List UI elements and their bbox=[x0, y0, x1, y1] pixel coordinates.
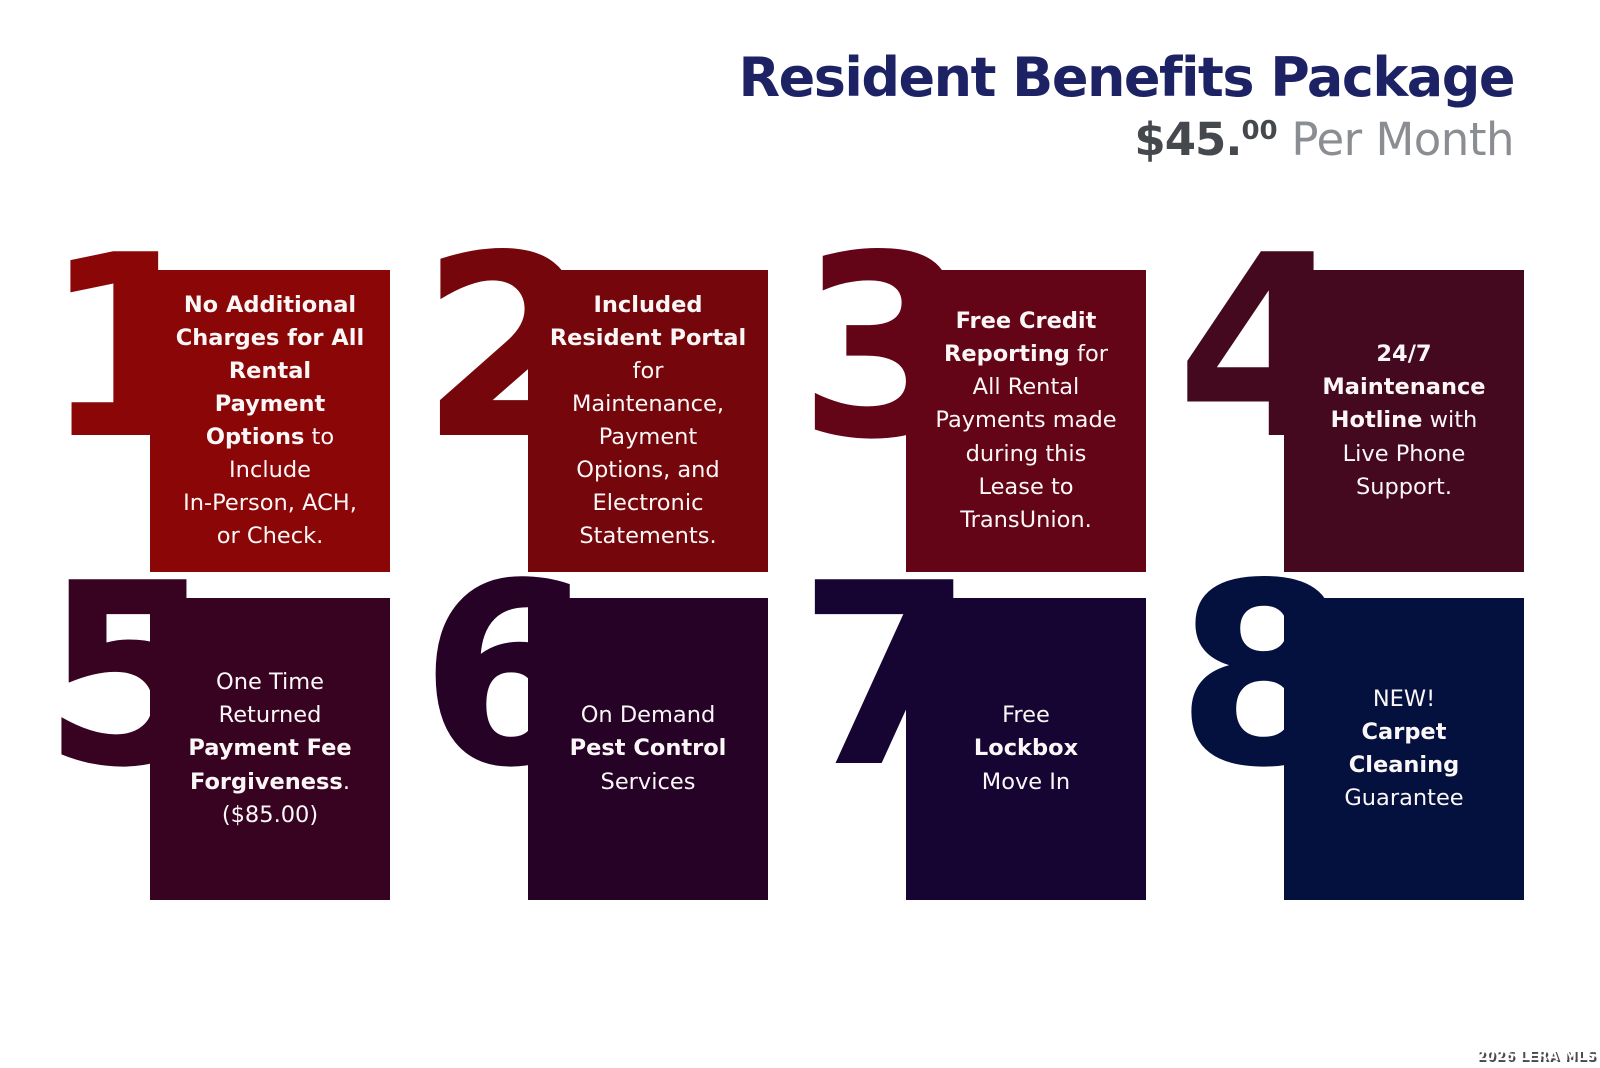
card-box: Free Credit Reporting for All Rental Paymen… bbox=[906, 270, 1146, 572]
card-text-regular: Services bbox=[600, 768, 696, 795]
benefit-card-3: 3 Free Credit Reporting for All Rental Payme… bbox=[798, 223, 1182, 598]
card-text-bold: No Additional bbox=[183, 291, 357, 318]
benefit-card-4: 4 24/7 Maintenance Hotline with Live Phone Su… bbox=[1176, 223, 1560, 598]
card-text-regular: ($85.00) bbox=[221, 801, 319, 828]
card-text-regular: Guarantee bbox=[1344, 785, 1464, 812]
benefit-card-8: 8 NEW! Carpet Cleaning Guarantee bbox=[1176, 551, 1560, 926]
card-box: Included Resident Portal for Maintenance, Pa… bbox=[528, 270, 768, 572]
card-text-bold: Charges for All bbox=[175, 324, 365, 351]
card-text-regular: Move In bbox=[981, 768, 1071, 795]
card-box: 24/7 Maintenance Hotline with Live Phone Sup… bbox=[1284, 270, 1524, 572]
card-text-bold: Free Credit bbox=[955, 308, 1097, 335]
price-line: $45.00 Per Month bbox=[738, 112, 1514, 166]
watermark: 2026 LERA MLS bbox=[1476, 1049, 1596, 1064]
card-text-bold: Maintenance bbox=[1322, 374, 1486, 401]
page-title: Resident Benefits Package bbox=[738, 46, 1515, 109]
card-text-bold: Payment bbox=[214, 390, 326, 417]
benefit-card-7: 7 Free Lockbox Move In bbox=[798, 551, 1182, 926]
card-text-regular: . bbox=[342, 768, 350, 795]
benefit-card-6: 6 On Demand Pest Control Services bbox=[420, 551, 804, 926]
card-text-regular: Options, and bbox=[576, 457, 720, 484]
card-text-regular: Payments made bbox=[935, 407, 1117, 434]
benefit-card-2: 2 Included Resident Portal for Maintenance, P… bbox=[420, 223, 804, 598]
card-text: On Demand Pest Control Services bbox=[528, 699, 768, 798]
card-text-regular: Returned bbox=[218, 702, 322, 729]
header: Resident Benefits Package $45.00 Per Mon… bbox=[738, 46, 1515, 166]
card-text-bold: Resident Portal bbox=[549, 324, 747, 351]
benefit-card-1: 1 No Additional Charges for All Rental Payme… bbox=[42, 223, 426, 598]
price-suffix: Per Month bbox=[1277, 112, 1514, 166]
card-box: No Additional Charges for All Rental Paymen… bbox=[150, 270, 390, 572]
card-text: Included Resident Portal for Maintenance, Pa… bbox=[528, 289, 768, 554]
card-text-bold: Carpet bbox=[1361, 718, 1447, 745]
card-box: NEW! Carpet Cleaning Guarantee bbox=[1284, 598, 1524, 900]
card-text-regular: Support. bbox=[1355, 473, 1453, 500]
card-text: Free Lockbox Move In bbox=[906, 699, 1146, 798]
card-text-bold: Forgiveness bbox=[190, 768, 343, 795]
card-text: No Additional Charges for All Rental Paymen… bbox=[150, 289, 390, 554]
card-text-regular: All Rental bbox=[972, 374, 1080, 401]
card-box: On Demand Pest Control Services bbox=[528, 598, 768, 900]
card-text-bold: Hotline bbox=[1330, 407, 1423, 434]
card-text-regular: Statements. bbox=[579, 523, 717, 550]
card-text-regular: to bbox=[304, 424, 335, 450]
card-box: Free Lockbox Move In bbox=[906, 598, 1146, 900]
card-text-bold: Options bbox=[205, 424, 305, 450]
card-text-bold: Included bbox=[593, 291, 703, 318]
card-text-bold: Reporting bbox=[944, 341, 1070, 368]
card-text-regular: NEW! bbox=[1372, 685, 1436, 712]
card-text-bold: 24/7 bbox=[1376, 341, 1432, 368]
card-text-regular: Lease to bbox=[978, 473, 1074, 500]
card-text-regular: In-Person, ACH, bbox=[183, 490, 357, 517]
card-text-regular: or Check. bbox=[216, 523, 324, 550]
price-amount: $45. bbox=[1134, 112, 1242, 166]
card-text-regular: for bbox=[1069, 341, 1108, 368]
card-text-regular: TransUnion. bbox=[960, 506, 1092, 533]
card-text-regular: Include bbox=[229, 457, 311, 484]
card-text: Free Credit Reporting for All Rental Paymen… bbox=[906, 305, 1146, 536]
card-text-regular: for bbox=[632, 357, 664, 384]
card-text: NEW! Carpet Cleaning Guarantee bbox=[1284, 683, 1524, 815]
benefit-card-5: 5 One Time Returned Payment Fee Forgiveness.… bbox=[42, 551, 426, 926]
card-text-bold: Pest Control bbox=[569, 735, 727, 762]
price-cents: 00 bbox=[1241, 115, 1278, 146]
card-text-bold: Cleaning bbox=[1348, 752, 1460, 778]
card-text-regular: One Time bbox=[215, 669, 325, 696]
card-text: One Time Returned Payment Fee Forgiveness. (… bbox=[150, 666, 390, 831]
card-text-bold: Rental bbox=[228, 357, 312, 384]
card-text: 24/7 Maintenance Hotline with Live Phone Sup… bbox=[1284, 338, 1524, 503]
card-text-regular: during this bbox=[965, 440, 1087, 467]
card-text-regular: with bbox=[1422, 407, 1478, 434]
card-text-regular: Live Phone bbox=[1342, 440, 1466, 467]
card-text-bold: Lockbox bbox=[973, 735, 1079, 762]
card-box: One Time Returned Payment Fee Forgiveness. (… bbox=[150, 598, 390, 900]
card-text-regular: Payment bbox=[598, 424, 698, 450]
cards-grid: 1 No Additional Charges for All Rental Payme… bbox=[42, 223, 1560, 926]
card-text-regular: Maintenance, bbox=[571, 390, 725, 417]
card-text-regular: Free bbox=[1002, 702, 1050, 729]
card-text-regular: On Demand bbox=[580, 702, 716, 729]
card-text-bold: Payment Fee bbox=[188, 735, 352, 762]
card-text-regular: Electronic bbox=[592, 490, 704, 517]
